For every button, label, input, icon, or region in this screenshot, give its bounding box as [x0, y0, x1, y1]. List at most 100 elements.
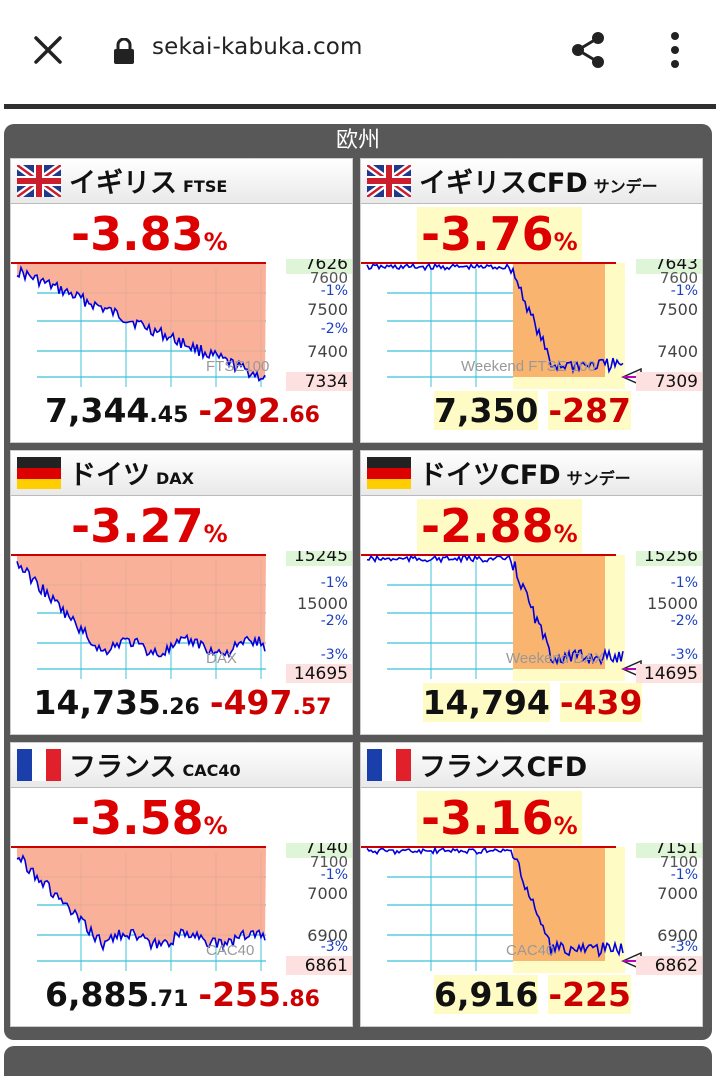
level-label: 7000: [307, 884, 348, 903]
index-card[interactable]: フランスCFD -3.16% CAC40 7151 7100 -1% 7000 6900 -3%…: [360, 742, 703, 1027]
percent-unit: %: [203, 812, 228, 840]
index-name-text: フランス: [69, 752, 177, 783]
level-label: 15000: [297, 594, 348, 613]
intraday-chart: DAX 15245 -1% 15000-2% -3%14695: [11, 551, 352, 683]
index-name: フランス CAC40: [69, 745, 241, 784]
level-label: 7151: [655, 843, 698, 858]
level-label: 15000: [647, 594, 698, 613]
percent-unit: %: [553, 812, 578, 840]
price-row: 6,885.71 -255.86: [11, 975, 352, 1025]
level-label: 7334: [305, 372, 348, 391]
percent-value: -3.58: [71, 791, 204, 845]
level-label: 14695: [644, 664, 698, 683]
index-name: ドイツ DAX: [69, 453, 194, 492]
level-label: -1%: [321, 867, 348, 883]
percent-unit: %: [553, 520, 578, 548]
level-tag-bg: [636, 956, 702, 975]
price-decimal: .71: [149, 987, 189, 1012]
germany-flag-icon: [17, 457, 61, 489]
level-label: 7626: [305, 259, 348, 274]
index-name: イギリスCFD サンデー: [419, 161, 658, 200]
url-text[interactable]: sekai-kabuka.com: [152, 34, 363, 60]
price-integer: 14,735: [33, 683, 161, 722]
change-value: -287: [548, 391, 631, 430]
decline-area: [17, 847, 266, 950]
level-label: -1%: [671, 283, 698, 299]
index-subtitle: FTSE: [183, 177, 228, 196]
index-subtitle: CAC40: [182, 761, 241, 780]
percent-change: -3.58%: [71, 791, 228, 845]
level-label: 7400: [657, 342, 698, 361]
change-decimal: .66: [280, 403, 320, 428]
price-integer: 6,885: [45, 975, 150, 1014]
level-label: 7600: [660, 269, 698, 287]
decline-area: [513, 263, 605, 377]
level-label: 6861: [305, 956, 348, 975]
region-title: 欧州: [335, 128, 380, 153]
level-label: 7140: [305, 843, 348, 858]
price-integer: 7,344: [45, 391, 150, 430]
price-value: 14,735.26: [34, 683, 200, 722]
price-value: 7,344.45: [45, 391, 188, 430]
price-integer: 6,916: [434, 975, 539, 1014]
price-row: 14,794 -439: [361, 683, 702, 733]
level-label: -1%: [671, 867, 698, 883]
index-card[interactable]: イギリスCFD サンデー -3.76% Weekend FTSE 100 7643 760…: [360, 158, 703, 443]
percent-value: -3.27: [71, 499, 204, 553]
percent-unit: %: [553, 228, 578, 256]
index-card[interactable]: フランス CAC40 -3.58% CAC40 7140 7100 -1% 7000 6900-…: [10, 742, 353, 1027]
index-card[interactable]: ドイツCFD サンデー -2.88% Weekend DAX 15256 -1% 15000…: [360, 450, 703, 735]
percent-value: -3.16: [421, 791, 554, 845]
change-integer: -292: [198, 391, 281, 430]
level-label: 15256: [644, 551, 698, 566]
percent-value: -3.76: [421, 207, 554, 261]
chart-label: FTSE100: [206, 358, 269, 375]
chart-label: CAC40: [206, 942, 254, 959]
index-card[interactable]: ドイツ DAX -3.27% DAX 15245 -1% 15000 -2% -3% 14695 1…: [10, 450, 353, 735]
change-integer: -255: [198, 975, 281, 1014]
level-label: 7100: [310, 853, 348, 871]
percent-value: -3.83: [71, 207, 204, 261]
header-divider: [4, 104, 716, 109]
index-subtitle: サンデー: [593, 177, 658, 196]
close-icon[interactable]: [26, 28, 70, 72]
change-value: -439: [559, 683, 643, 722]
level-label: 7309: [655, 372, 698, 391]
france-flag-icon: [367, 749, 411, 781]
price-decimal: .45: [149, 403, 189, 428]
card-header: フランスCFD: [361, 743, 702, 788]
price-row: 7,350 -287: [361, 391, 702, 441]
index-name-text: イギリス: [69, 168, 177, 199]
price-line: [366, 262, 624, 375]
percent-unit: %: [203, 228, 228, 256]
price-row: 14,735.26 -497.57: [11, 683, 352, 733]
decline-area: [17, 555, 266, 657]
card-header: イギリス FTSE: [11, 159, 352, 204]
percent-change: -3.83%: [71, 207, 228, 261]
index-name-text: ドイツCFD: [419, 460, 561, 491]
level-label: -3%: [321, 939, 348, 955]
percent-change: -2.88%: [417, 499, 582, 553]
level-label: -1%: [671, 575, 698, 591]
uk-flag-icon: [367, 165, 411, 197]
level-tag-bg: [636, 372, 702, 391]
share-icon[interactable]: [566, 28, 610, 72]
level-label: -2%: [321, 321, 348, 337]
germany-flag-icon: [367, 457, 411, 489]
change-decimal: .86: [280, 987, 320, 1012]
price-value: 6,916: [434, 975, 539, 1014]
level-label: -3%: [671, 647, 698, 663]
index-name-text: ドイツ: [69, 460, 150, 491]
percent-change: -3.27%: [71, 499, 228, 553]
percent-change: -3.16%: [417, 791, 582, 845]
more-options-icon[interactable]: [660, 28, 690, 72]
price-line: [366, 554, 624, 666]
index-card[interactable]: イギリス FTSE -3.83% FTSE100 7626 7600 -1% 7500 -2% 7…: [10, 158, 353, 443]
level-tag-bg: [636, 664, 702, 683]
index-subtitle: DAX: [156, 469, 194, 488]
change-value: -255.86: [198, 975, 320, 1014]
price-line: [366, 846, 624, 958]
price-value: 6,885.71: [45, 975, 188, 1014]
